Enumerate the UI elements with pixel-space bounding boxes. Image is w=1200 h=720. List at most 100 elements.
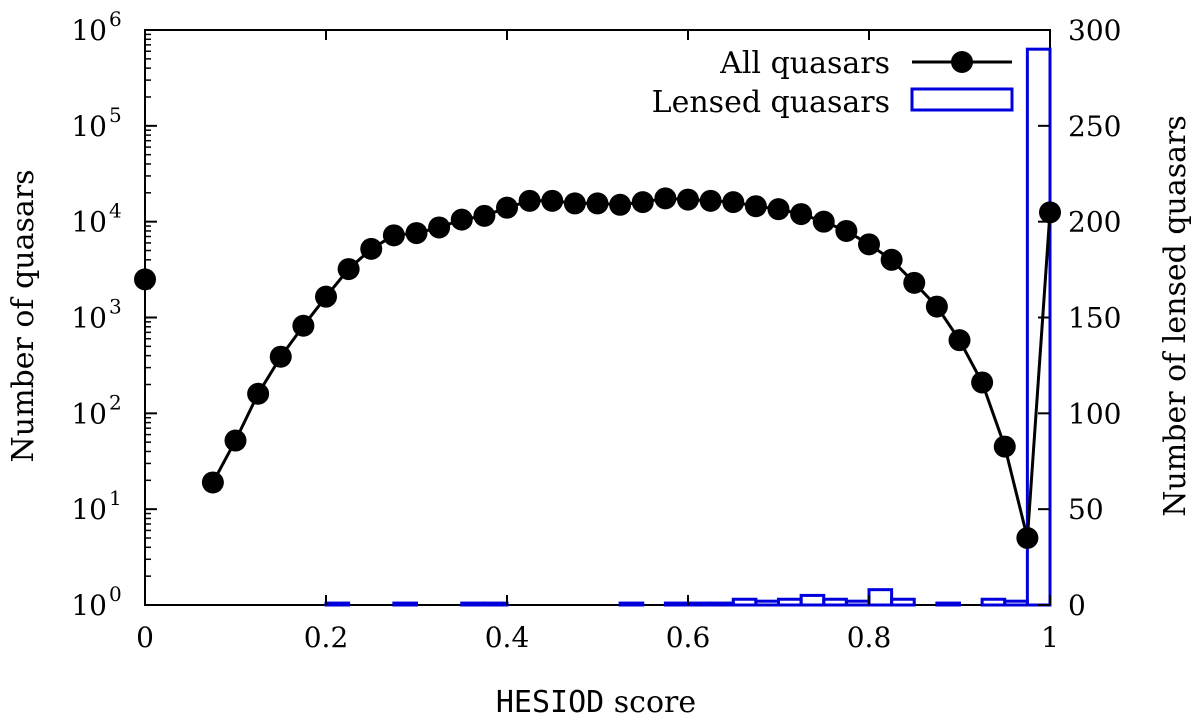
all-quasars-point bbox=[292, 314, 315, 337]
all-quasars-point bbox=[337, 258, 360, 281]
y-tick-label: 10 bbox=[71, 397, 107, 430]
hist-bar bbox=[324, 601, 351, 607]
all-quasars-point bbox=[473, 204, 496, 227]
all-quasars-point bbox=[586, 192, 609, 215]
x-tick-label: 1 bbox=[1041, 621, 1059, 654]
y-tick-label: 10 bbox=[71, 302, 107, 335]
all-quasars-point bbox=[903, 271, 926, 294]
all-quasars-point bbox=[201, 471, 224, 494]
all-quasars-point bbox=[744, 195, 767, 218]
y2-tick-label: 250 bbox=[1068, 110, 1121, 143]
hist-bar bbox=[867, 588, 894, 607]
x-axis-label: HESIOD score bbox=[496, 685, 696, 720]
hist-bar bbox=[890, 597, 916, 607]
hist-bar bbox=[754, 599, 780, 607]
all-quasars-point bbox=[450, 208, 473, 231]
x-axis-label-mono: HESIOD bbox=[496, 685, 604, 720]
all-quasars-point bbox=[496, 196, 518, 219]
y2-tick-label: 0 bbox=[1068, 589, 1086, 622]
all-quasars-point bbox=[880, 248, 903, 271]
all-quasars-point bbox=[315, 285, 337, 308]
plot-frame bbox=[144, 29, 1051, 606]
all-quasars-point bbox=[518, 189, 541, 212]
x-axis-label-rest: score bbox=[604, 685, 696, 720]
y-tick-label: 10 bbox=[71, 110, 107, 143]
all-quasars-point bbox=[993, 435, 1016, 458]
all-quasars-point bbox=[224, 429, 247, 452]
all-quasars-point bbox=[858, 233, 880, 256]
hist-bar bbox=[618, 601, 645, 607]
y-tick-label: 10 bbox=[71, 14, 107, 47]
hist-bar bbox=[482, 601, 509, 607]
y-axis-label: Number of quasars bbox=[6, 170, 41, 463]
all-quasars-point bbox=[382, 224, 405, 247]
lensed-quasars-histogram bbox=[324, 47, 1052, 607]
y2-tick-label: 300 bbox=[1068, 14, 1121, 47]
hist-bar bbox=[686, 601, 713, 607]
hist-bar bbox=[935, 601, 961, 607]
all-quasars-point bbox=[541, 189, 564, 212]
hist-bar bbox=[1025, 47, 1052, 607]
all-quasars-point bbox=[722, 191, 745, 214]
y-tick-label: 10 bbox=[71, 493, 107, 526]
hist-bar bbox=[799, 593, 826, 607]
y-tick-label-exponent: 6 bbox=[109, 7, 122, 31]
plot-border bbox=[144, 29, 1051, 606]
all-quasars-point bbox=[835, 219, 858, 242]
hist-bar bbox=[731, 597, 758, 607]
x-tick-label: 0.8 bbox=[847, 621, 892, 654]
all-quasars-point bbox=[134, 268, 156, 291]
y-tick-label: 10 bbox=[71, 589, 107, 622]
all-quasars-point bbox=[948, 329, 971, 352]
all-quasars-point bbox=[609, 193, 632, 216]
all-quasars-point bbox=[247, 382, 270, 405]
hist-bar bbox=[1003, 599, 1029, 607]
y-tick-label-exponent: 3 bbox=[109, 295, 122, 319]
all-quasars-point bbox=[563, 192, 586, 215]
y2-axis-label: Number of lensed quasars bbox=[1158, 115, 1193, 517]
all-quasars-point bbox=[269, 345, 292, 368]
all-quasars-point bbox=[925, 295, 948, 318]
y2-tick-label: 150 bbox=[1068, 302, 1121, 335]
y-tick-label-exponent: 0 bbox=[109, 582, 122, 606]
hist-bar bbox=[777, 597, 803, 607]
x-tick-label: 0.2 bbox=[304, 621, 349, 654]
all-quasars-point bbox=[405, 222, 428, 245]
y-tick-label-exponent: 4 bbox=[109, 199, 122, 223]
all-quasars-series bbox=[134, 187, 1061, 550]
hist-bar bbox=[822, 597, 848, 607]
all-quasars-point bbox=[428, 216, 451, 239]
all-quasars-point bbox=[812, 210, 835, 233]
all-quasars-point bbox=[699, 189, 722, 212]
legend-label-all-quasars: All quasars bbox=[719, 46, 890, 81]
all-quasars-point bbox=[1016, 527, 1039, 550]
all-quasars-point bbox=[767, 198, 790, 221]
x-tick-label: 0 bbox=[136, 621, 154, 654]
all-quasars-point bbox=[790, 203, 813, 226]
all-quasars-point bbox=[360, 237, 383, 260]
all-quasars-point bbox=[677, 188, 699, 211]
legend-marker-all-quasars bbox=[951, 51, 973, 73]
hist-bar bbox=[844, 599, 871, 607]
y-tick-label: 10 bbox=[71, 206, 107, 239]
hist-bar bbox=[460, 601, 486, 607]
y2-tick-label: 100 bbox=[1068, 397, 1121, 430]
all-quasars-point bbox=[971, 371, 994, 394]
legend-label-lensed-quasars: Lensed quasars bbox=[652, 85, 890, 120]
hist-bar bbox=[663, 601, 690, 607]
all-quasars-point bbox=[631, 191, 654, 214]
y-tick-label-exponent: 5 bbox=[109, 103, 122, 127]
legend: All quasars Lensed quasars bbox=[652, 46, 1014, 120]
x-tick-label: 0.4 bbox=[485, 621, 530, 654]
hist-bar bbox=[980, 597, 1007, 607]
y-tick-label-exponent: 2 bbox=[109, 390, 122, 414]
y2-tick-label: 200 bbox=[1068, 206, 1121, 239]
hist-bar bbox=[392, 601, 418, 607]
x-tick-label: 0.6 bbox=[666, 621, 711, 654]
all-quasars-point bbox=[1039, 201, 1061, 224]
hist-bar bbox=[709, 601, 735, 607]
y-tick-label-exponent: 1 bbox=[109, 486, 122, 510]
all-quasars-point bbox=[654, 187, 677, 210]
